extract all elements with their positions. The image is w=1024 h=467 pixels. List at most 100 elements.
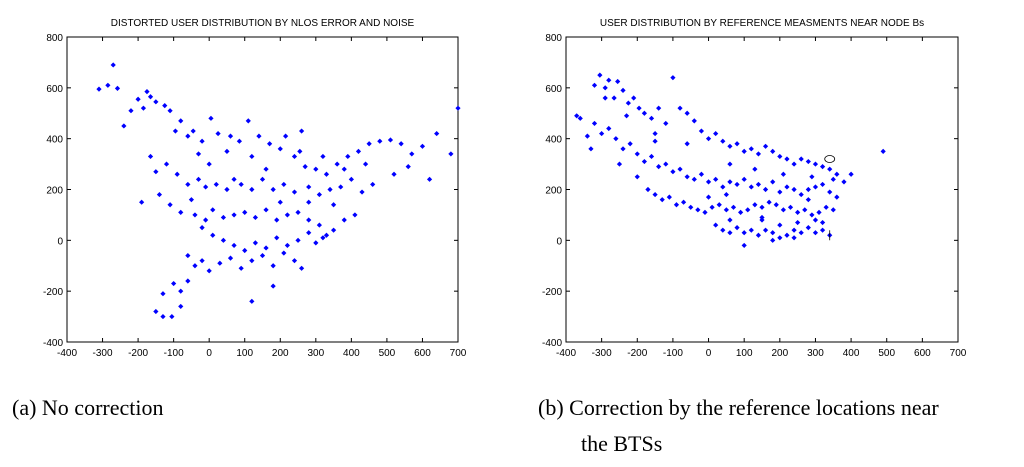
data-point — [172, 128, 179, 134]
x-tick-label: 400 — [843, 348, 860, 359]
data-point — [812, 217, 819, 223]
data-point — [727, 179, 733, 185]
data-point — [759, 214, 765, 221]
data-point — [147, 94, 154, 100]
data-point — [780, 207, 786, 213]
data-point — [830, 176, 836, 182]
data-point — [762, 227, 769, 233]
data-point — [762, 186, 769, 193]
data-point — [263, 207, 269, 213]
data-point — [673, 202, 680, 208]
data-point — [327, 186, 333, 193]
data-point — [236, 138, 242, 144]
data-point — [338, 184, 344, 190]
data-point — [281, 181, 287, 188]
y-tick-label: -400 — [542, 338, 562, 349]
data-point — [777, 189, 783, 195]
data-point — [741, 176, 747, 182]
y-tick-label: 800 — [46, 33, 63, 44]
x-tick-label: -200 — [627, 348, 647, 359]
x-tick-label: 600 — [414, 348, 431, 359]
data-point — [306, 199, 312, 205]
data-point — [370, 181, 376, 188]
data-point — [812, 161, 819, 167]
data-point — [812, 230, 819, 236]
data-point — [784, 232, 790, 238]
y-tick-label: -200 — [542, 287, 562, 298]
data-point — [816, 209, 822, 215]
data-point — [663, 161, 669, 167]
data-point — [320, 235, 326, 241]
axes-box — [66, 36, 459, 343]
data-point — [153, 99, 159, 105]
y-tick-label: 0 — [556, 236, 562, 247]
data-point — [713, 176, 719, 182]
data-point — [695, 207, 701, 213]
data-point — [208, 115, 214, 121]
data-point — [805, 225, 811, 231]
data-point — [613, 136, 619, 142]
data-point — [199, 138, 205, 144]
data-point — [709, 204, 715, 210]
data-point — [188, 197, 195, 203]
data-point — [780, 171, 786, 177]
data-point — [819, 164, 826, 170]
data-point — [270, 283, 276, 289]
data-point — [705, 179, 712, 185]
caption-b: (b) Correction by the reference location… — [538, 390, 939, 462]
data-point — [185, 252, 191, 259]
data-point — [691, 118, 697, 124]
data-point — [299, 265, 305, 271]
data-point — [316, 222, 322, 228]
data-point — [121, 123, 127, 129]
data-point — [249, 298, 255, 304]
data-point — [203, 184, 209, 190]
scatter-chart-b: USER DISTRIBUTION BY REFERENCE MEASMENTS… — [542, 18, 967, 359]
data-point — [584, 133, 590, 139]
data-point — [199, 258, 205, 264]
data-point — [656, 164, 662, 170]
data-point — [215, 130, 221, 137]
data-point — [160, 291, 166, 297]
data-point — [620, 87, 626, 93]
data-point — [227, 255, 234, 261]
data-point — [147, 153, 154, 160]
data-point — [231, 212, 237, 218]
data-point — [798, 230, 804, 236]
data-point — [819, 227, 826, 233]
data-point — [798, 191, 804, 198]
data-point — [656, 105, 662, 111]
caption-b-line2: the BTSs — [581, 431, 663, 456]
data-point — [741, 242, 747, 249]
data-point — [153, 169, 159, 175]
data-point — [802, 207, 808, 213]
data-point — [163, 161, 170, 167]
data-point — [220, 237, 226, 243]
chart-title: USER DISTRIBUTION BY REFERENCE MEASMENTS… — [600, 18, 924, 29]
data-point — [455, 105, 461, 111]
data-point — [192, 263, 198, 269]
data-point — [174, 171, 180, 177]
data-point — [720, 184, 726, 190]
x-tick-label: 500 — [379, 348, 396, 359]
data-point — [641, 158, 647, 165]
data-point — [110, 62, 116, 68]
data-point — [291, 153, 298, 160]
data-point — [798, 156, 804, 162]
data-point — [105, 82, 111, 88]
data-point — [341, 217, 347, 223]
data-point — [359, 189, 365, 195]
data-point — [242, 247, 248, 254]
data-point — [762, 143, 769, 149]
data-point — [283, 133, 289, 139]
data-point — [727, 143, 733, 149]
data-point — [178, 118, 184, 124]
y-tick-label: 400 — [545, 135, 562, 146]
data-point — [256, 133, 262, 139]
data-point — [366, 141, 372, 147]
data-point — [730, 204, 737, 210]
data-point — [313, 240, 319, 246]
data-point — [713, 130, 719, 137]
data-point — [599, 130, 605, 137]
data-point — [791, 227, 797, 233]
